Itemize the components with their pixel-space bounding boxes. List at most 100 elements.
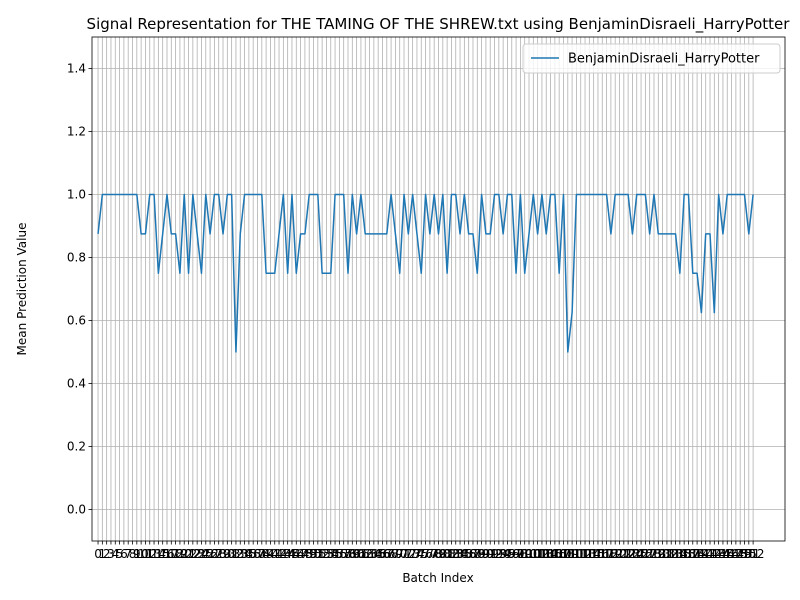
x-tick-label: 123 <box>617 547 640 561</box>
x-tick-label: 57 <box>336 547 351 561</box>
x-tick-label: 62 <box>358 547 373 561</box>
x-tick-label: 92 <box>487 547 502 561</box>
x-tick-label: 48 <box>297 547 312 561</box>
x-tick-label: 0 <box>94 547 102 561</box>
x-tick-label: 126 <box>630 547 653 561</box>
x-tick-label: 104 <box>535 547 558 561</box>
x-tick-label: 4 <box>111 547 119 561</box>
x-tick-label: 1 <box>99 547 107 561</box>
x-tick-label: 36 <box>246 547 261 561</box>
x-tick-label: 117 <box>591 547 614 561</box>
x-tick-label: 109 <box>556 547 579 561</box>
x-tick-label: 70 <box>392 547 407 561</box>
x-tick-label: 101 <box>522 547 545 561</box>
x-tick-label: 67 <box>379 547 394 561</box>
x-tick-label: 63 <box>362 547 377 561</box>
x-tick-label: 21 <box>181 547 196 561</box>
x-tick-label: 74 <box>409 547 424 561</box>
x-tick-label: 108 <box>552 547 575 561</box>
x-tick-label: 5 <box>116 547 124 561</box>
x-tick-label: 2 <box>103 547 111 561</box>
x-tick-label: 66 <box>375 547 390 561</box>
x-tick-label: 84 <box>452 547 467 561</box>
x-tick-label: 147 <box>720 547 743 561</box>
x-tick-label: 58 <box>340 547 355 561</box>
legend: BenjaminDisraeli_HarryPotter <box>522 43 781 74</box>
x-tick-label: 69 <box>388 547 403 561</box>
x-tick-label: 119 <box>599 547 622 561</box>
x-tick-label: 150 <box>733 547 756 561</box>
x-tick-label: 88 <box>470 547 485 561</box>
x-tick-label: 114 <box>578 547 601 561</box>
x-tick-label: 47 <box>293 547 308 561</box>
y-tick-label: 0.0 <box>67 503 86 517</box>
x-tick-label: 100 <box>518 547 541 561</box>
x-tick-label: 34 <box>237 547 252 561</box>
x-tick-label: 24 <box>194 547 209 561</box>
x-tick-label: 68 <box>383 547 398 561</box>
x-tick-label: 152 <box>742 547 765 561</box>
x-tick-label: 12 <box>142 547 157 561</box>
x-tick-label: 72 <box>401 547 416 561</box>
x-tick-label: 113 <box>574 547 597 561</box>
x-tick-label: 107 <box>548 547 571 561</box>
y-tick-label: 1.4 <box>67 62 86 76</box>
x-tick-label: 49 <box>302 547 317 561</box>
x-tick-label: 15 <box>155 547 170 561</box>
y-tick-label: 0.2 <box>67 440 86 454</box>
x-tick-label: 65 <box>371 547 386 561</box>
x-tick-label: 76 <box>418 547 433 561</box>
x-tick-label: 97 <box>508 547 523 561</box>
x-tick-label: 148 <box>724 547 747 561</box>
grid <box>92 37 785 541</box>
x-tick-label: 61 <box>353 547 368 561</box>
legend-label: BenjaminDisraeli_HarryPotter <box>568 52 760 67</box>
series-line <box>97 193 754 353</box>
plot <box>97 193 754 353</box>
x-axis-label: Batch Index <box>402 571 473 585</box>
x-tick-label: 39 <box>258 547 273 561</box>
ticks: 0.00.20.40.60.81.01.21.40123456789101112… <box>67 62 765 562</box>
x-tick-label: 51 <box>310 547 325 561</box>
x-tick-label: 141 <box>694 547 717 561</box>
x-tick-label: 22 <box>185 547 200 561</box>
x-tick-label: 9 <box>133 547 141 561</box>
x-tick-label: 144 <box>707 547 730 561</box>
x-tick-label: 20 <box>177 547 192 561</box>
x-tick-label: 45 <box>284 547 299 561</box>
x-tick-label: 146 <box>716 547 739 561</box>
x-tick-label: 133 <box>660 547 683 561</box>
x-tick-label: 96 <box>504 547 519 561</box>
x-tick-label: 16 <box>159 547 174 561</box>
x-tick-label: 110 <box>561 547 584 561</box>
x-tick-label: 130 <box>647 547 670 561</box>
x-tick-label: 94 <box>496 547 511 561</box>
x-tick-label: 90 <box>478 547 493 561</box>
x-tick-label: 33 <box>233 547 248 561</box>
x-tick-label: 18 <box>168 547 183 561</box>
chart-title: Signal Representation for THE TAMING OF … <box>87 15 791 34</box>
y-tick-label: 1.2 <box>67 125 86 139</box>
x-tick-label: 124 <box>621 547 644 561</box>
x-tick-label: 138 <box>681 547 704 561</box>
x-tick-label: 14 <box>151 547 166 561</box>
x-tick-label: 122 <box>612 547 635 561</box>
y-tick-label: 0.6 <box>67 314 86 328</box>
x-tick-label: 37 <box>250 547 265 561</box>
x-tick-label: 151 <box>737 547 760 561</box>
x-tick-label: 25 <box>198 547 213 561</box>
x-tick-label: 71 <box>396 547 411 561</box>
x-tick-label: 42 <box>271 547 286 561</box>
x-tick-label: 99 <box>517 547 532 561</box>
x-tick-label: 29 <box>215 547 230 561</box>
x-tick-label: 17 <box>164 547 179 561</box>
x-tick-label: 139 <box>686 547 709 561</box>
x-tick-label: 80 <box>435 547 450 561</box>
x-tick-label: 55 <box>327 547 342 561</box>
x-tick-label: 136 <box>673 547 696 561</box>
x-tick-label: 81 <box>439 547 454 561</box>
x-tick-label: 121 <box>608 547 631 561</box>
x-tick-label: 128 <box>638 547 661 561</box>
x-tick-label: 6 <box>120 547 128 561</box>
